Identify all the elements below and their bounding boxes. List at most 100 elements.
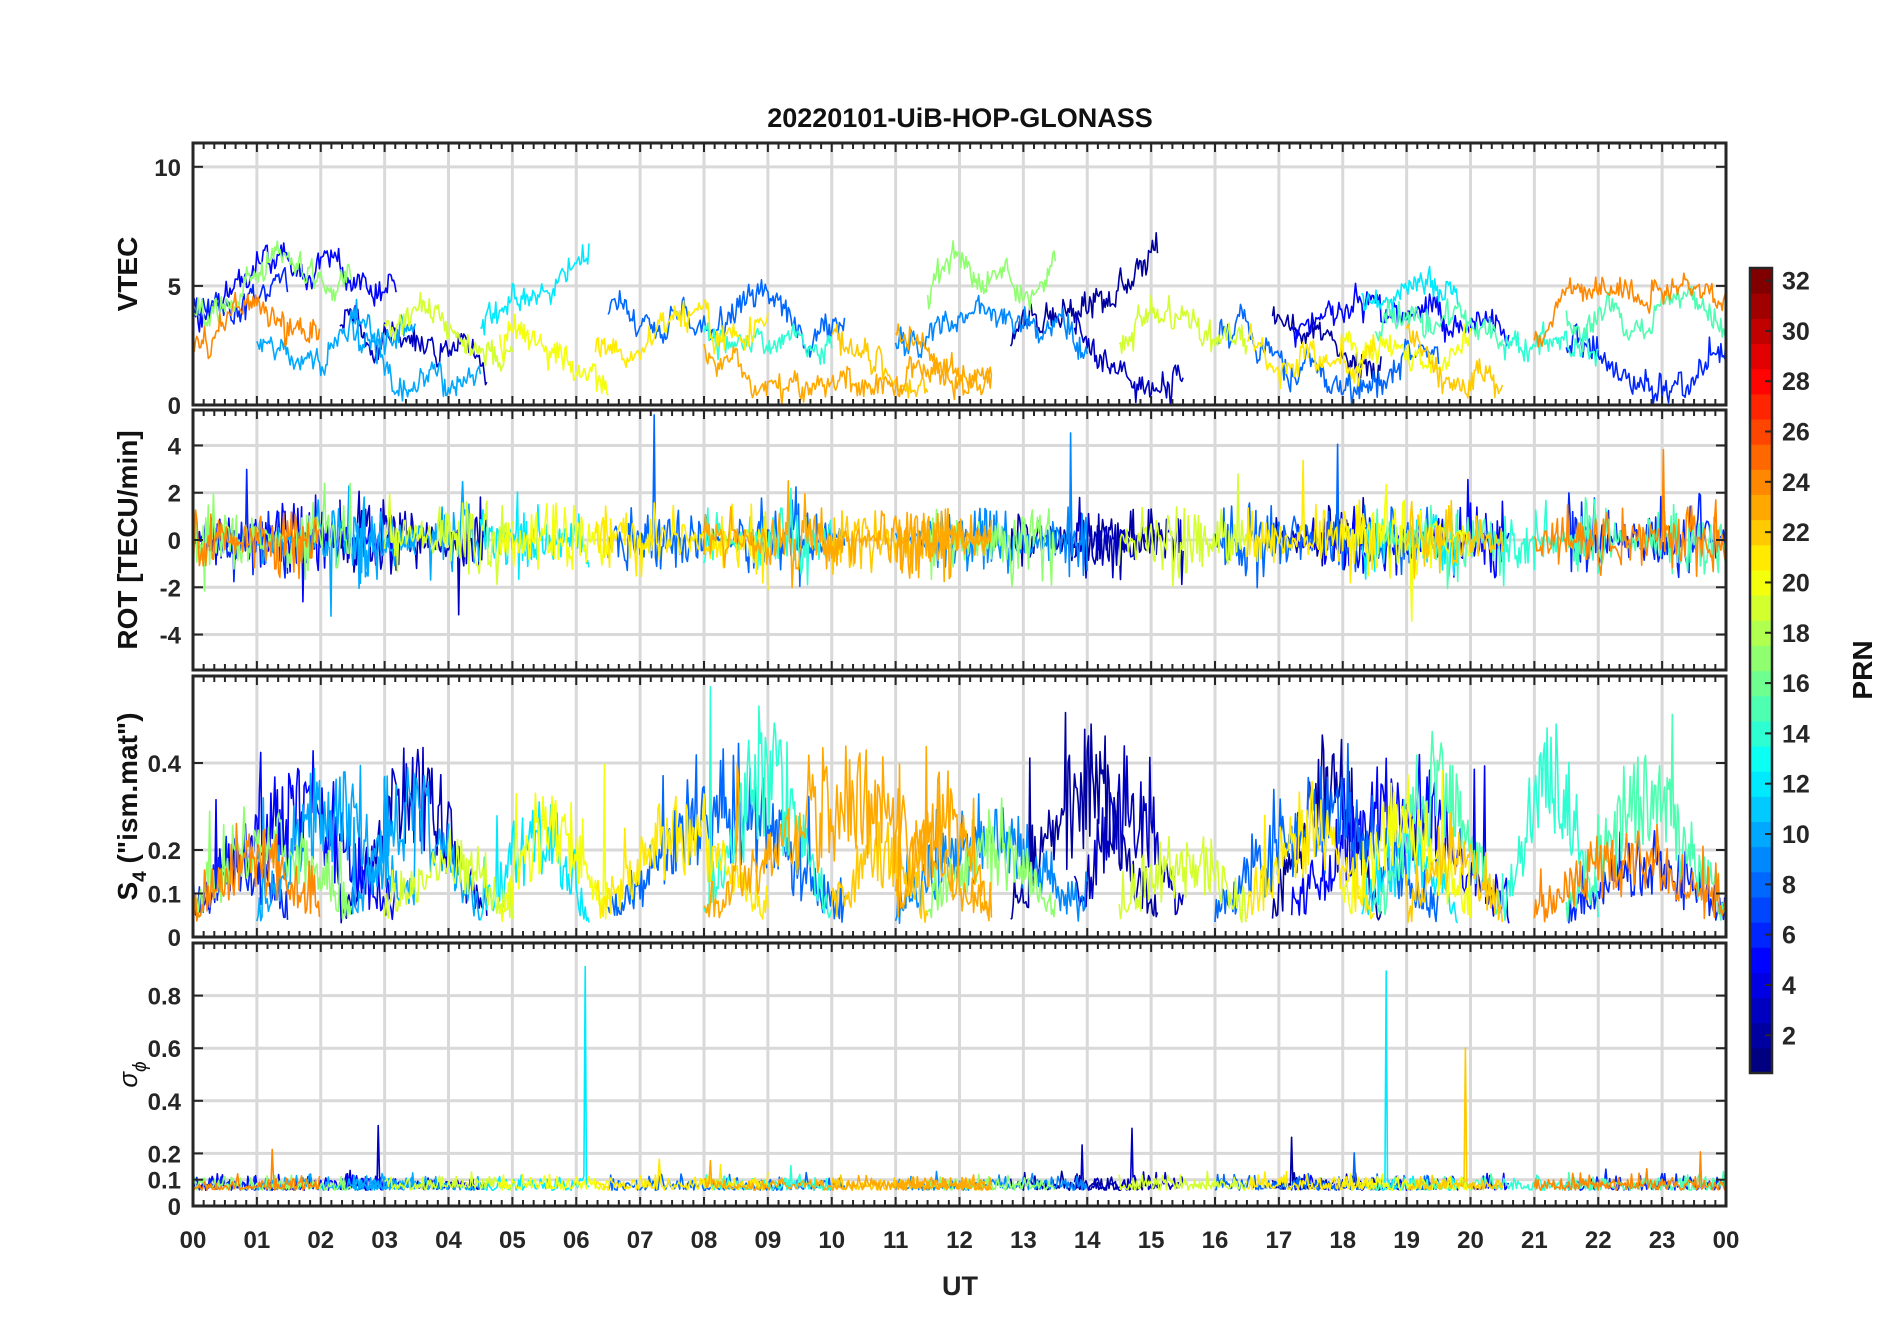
- series-line-prn-17: [926, 240, 1057, 311]
- x-tick-label: 14: [1074, 1227, 1101, 1254]
- series-line-prn-19: [1118, 473, 1248, 587]
- colorbar-tick-label: 2: [1782, 1022, 1796, 1050]
- x-tick-label: 11: [883, 1227, 908, 1254]
- colorbar-tick-label: 30: [1782, 318, 1810, 346]
- x-tick-label: 00: [180, 1227, 207, 1254]
- colorbar-swatch: [1750, 1047, 1772, 1074]
- series-line-prn-17: [193, 1174, 353, 1191]
- series-line-prn-24: [193, 509, 321, 580]
- y-tick-label: 0.4: [148, 751, 182, 778]
- y-axis-label-sigma: σϕ: [113, 1061, 151, 1087]
- colorbar-swatch: [1750, 469, 1772, 496]
- colorbar-swatch: [1750, 796, 1772, 823]
- y-tick-label: 0.1: [148, 1168, 181, 1195]
- series-line-prn-22: [1405, 499, 1504, 580]
- colorbar-swatch: [1750, 444, 1772, 470]
- series-line-prn-6: [193, 266, 289, 325]
- series-line-prn-3: [1073, 313, 1184, 405]
- x-tick-label: 13: [1010, 1227, 1037, 1254]
- y-tick-label: 4: [168, 433, 182, 460]
- colorbar-swatch: [1750, 544, 1772, 571]
- x-tick-label: 17: [1266, 1227, 1293, 1254]
- y-tick-label: 0.2: [148, 838, 181, 865]
- series-line-prn-2: [1010, 711, 1159, 920]
- colorbar-swatch: [1750, 972, 1772, 999]
- series-line-prn-19: [1118, 1170, 1248, 1191]
- colorbar-tick-label: 16: [1782, 670, 1810, 698]
- series-line-prn-8: [1214, 443, 1440, 589]
- y-tick-label: 0: [168, 393, 181, 420]
- colorbar-label: PRN: [1847, 640, 1878, 699]
- y-tick-label: 10: [154, 155, 181, 182]
- series-line-prn-8: [607, 742, 846, 923]
- series-line-prn-23: [894, 323, 993, 401]
- series-line-prn-19: [383, 493, 514, 586]
- series-line-prn-24: [193, 1148, 321, 1191]
- series-line-prn-15: [1565, 713, 1726, 923]
- x-tick-label: 21: [1521, 1227, 1548, 1254]
- colorbar-swatch: [1750, 519, 1772, 546]
- series-line-prn-24: [1533, 272, 1726, 348]
- y-tick-label: -4: [160, 623, 182, 650]
- colorbar-swatch: [1750, 745, 1772, 772]
- series-line-prn-12: [1361, 265, 1459, 313]
- series-line-prn-12: [479, 965, 590, 1191]
- series-line-prn-14: [1501, 723, 1599, 921]
- colorbar-swatch: [1750, 318, 1772, 345]
- series-line-prn-9: [894, 294, 1088, 360]
- colorbar-tick-label: 8: [1782, 871, 1796, 899]
- series-line-prn-8: [1214, 742, 1440, 923]
- colorbar-frame: [1748, 266, 1774, 1075]
- series-line-prn-20: [498, 313, 609, 396]
- series-line-prn-21: [1246, 459, 1376, 584]
- y-tick-label: 0.2: [148, 1141, 181, 1168]
- x-tick-label: 06: [563, 1227, 590, 1254]
- x-tick-label: 09: [755, 1227, 782, 1254]
- series-line-prn-21: [594, 793, 769, 920]
- colorbar-swatch: [1750, 393, 1772, 420]
- colorbar-tick-label: 32: [1782, 268, 1810, 296]
- series-line-prn-23: [703, 343, 993, 405]
- panel-vtec: 0 5 10 VTEC: [112, 141, 1728, 420]
- x-tick-label: 04: [435, 1227, 462, 1254]
- colorbar-tick-label: 14: [1782, 720, 1810, 748]
- series-line-prn-23: [894, 507, 993, 580]
- series-line-prn-21: [1246, 323, 1376, 390]
- series-line-prn-22: [1405, 323, 1504, 399]
- series-line-prn-24: [1533, 823, 1726, 923]
- colorbar-tick-label: 6: [1782, 922, 1796, 950]
- colorbar-swatch: [1750, 569, 1772, 596]
- series-line-prn-24: [1533, 448, 1726, 577]
- colorbar-swatch: [1750, 418, 1772, 445]
- traces-rot: [193, 414, 1726, 622]
- colorbar-swatch: [1750, 670, 1772, 697]
- colorbar-swatch: [1750, 1022, 1772, 1049]
- y-axis-label-vtec: VTEC: [112, 237, 143, 312]
- panel-s4: 0 0.1 0.2 0.4S4 ("ism.mat"): [112, 674, 1728, 952]
- series-line-prn-12: [480, 243, 590, 336]
- series-line-prn-6: [1565, 323, 1726, 405]
- x-tick-label: 16: [1202, 1227, 1229, 1254]
- colorbar-tick-label: 18: [1782, 620, 1810, 648]
- series-line-prn-22: [1405, 812, 1504, 924]
- series-line-prn-24: [193, 291, 321, 360]
- traces-vtec: [193, 232, 1726, 405]
- series-line-prn-23: [894, 763, 993, 918]
- series-line-prn-20: [1342, 1172, 1472, 1191]
- x-tick-label: 02: [307, 1227, 334, 1254]
- colorbar-tick-label: 24: [1782, 469, 1810, 497]
- y-tick-label: 0.4: [148, 1089, 182, 1116]
- colorbar-tick-label: 4: [1782, 972, 1796, 1000]
- series-line-prn-21: [1246, 1170, 1376, 1191]
- x-axis-label: UT: [942, 1271, 978, 1301]
- colorbar-swatch: [1750, 846, 1772, 873]
- series-line-prn-23: [895, 1175, 993, 1191]
- colorbar-swatch: [1750, 494, 1772, 521]
- series-line-prn-24: [1533, 1151, 1726, 1191]
- x-tick-label: 01: [244, 1227, 271, 1254]
- series-line-prn-23: [703, 745, 993, 922]
- series-line-prn-19: [383, 291, 514, 372]
- series-line-prn-19: [1118, 294, 1248, 355]
- series-line-prn-10: [256, 298, 417, 377]
- colorbar-swatch: [1750, 645, 1772, 672]
